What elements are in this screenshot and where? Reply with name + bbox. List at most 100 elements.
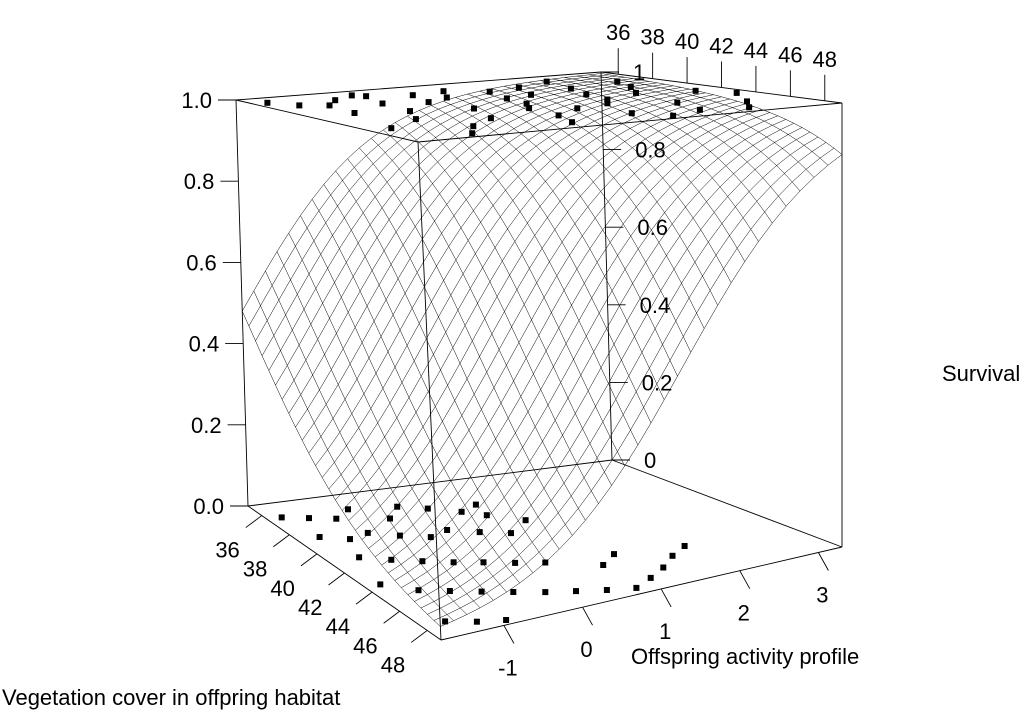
left-z-tick-label: 0.6 <box>186 250 217 275</box>
surface-mesh-line <box>394 119 786 581</box>
data-point-survival-0 <box>444 527 451 533</box>
data-point-survival-0 <box>333 515 340 522</box>
data-point-survival-1 <box>523 100 530 107</box>
plot-box-back-edges <box>235 71 843 507</box>
data-point-survival-1 <box>440 88 447 95</box>
data-point-survival-1 <box>515 84 522 91</box>
y-tick-label: 40 <box>270 576 294 601</box>
z-axis-label: Survival <box>942 361 1020 386</box>
data-point-survival-0 <box>633 584 640 591</box>
data-point-survival-0 <box>306 515 312 522</box>
data-point-survival-0 <box>424 505 431 512</box>
box-edge <box>417 141 442 641</box>
data-point-survival-0 <box>478 588 485 595</box>
surface-mesh-line <box>275 79 642 386</box>
data-point-survival-0 <box>427 534 434 541</box>
surface-mesh-line <box>288 82 658 414</box>
top-y-tick-label: 46 <box>778 42 802 67</box>
data-point-survival-0 <box>669 552 676 559</box>
surface-mesh-line <box>371 138 586 521</box>
surface-mesh-line <box>368 106 754 549</box>
data-point-survival-0 <box>419 558 426 565</box>
data-point-survival-1 <box>692 87 699 94</box>
surface-mesh-line <box>374 109 762 558</box>
data-point-survival-1 <box>296 102 303 109</box>
box-edge <box>440 546 843 641</box>
surface-mesh-line <box>401 123 795 588</box>
data-point-survival-1 <box>733 89 740 96</box>
data-point-survival-1 <box>326 102 333 109</box>
data-point-survival-0 <box>388 556 395 563</box>
top-y-tick-label: 48 <box>813 47 837 72</box>
y-tick-label: 42 <box>298 595 322 620</box>
data-point-survival-1 <box>567 85 574 92</box>
surface-mesh-line <box>311 199 520 584</box>
data-point-survival-0 <box>542 589 549 596</box>
x-tick-label: 3 <box>816 583 828 608</box>
surface-mesh-line <box>388 115 778 574</box>
plot-box-front-edges <box>247 102 843 641</box>
data-point-survival-0 <box>503 617 510 623</box>
data-point-survival-1 <box>670 112 677 119</box>
data-point-survival-0 <box>611 551 617 558</box>
y-axis-label: Vegetation cover in offpring habitat <box>2 685 340 710</box>
data-point-survival-0 <box>542 559 549 566</box>
data-point-survival-1 <box>604 96 611 103</box>
data-point-survival-0 <box>377 581 384 588</box>
x-tick-label: -1 <box>498 655 518 680</box>
surface-mesh-line <box>347 158 560 550</box>
data-point-survival-1 <box>351 110 358 116</box>
surface-mesh-line <box>407 127 803 595</box>
x-tick <box>582 606 593 626</box>
x-tick <box>660 588 672 608</box>
data-point-survival-1 <box>470 123 477 130</box>
right-z-tick-label: 0.4 <box>640 293 671 318</box>
data-point-survival-0 <box>415 587 422 594</box>
data-point-survival-1 <box>674 99 681 106</box>
surface-mesh-line <box>315 88 690 466</box>
data-point-survival-0 <box>522 517 529 524</box>
data-point-survival-1 <box>486 88 493 95</box>
data-point-survival-0 <box>510 589 517 595</box>
top-y-tick-label: 40 <box>675 29 699 54</box>
data-point-survival-0 <box>508 530 514 537</box>
surface-mesh-line <box>341 96 722 511</box>
surface-mesh-line <box>268 78 634 371</box>
data-point-survival-1 <box>574 105 581 112</box>
y-tick-label: 48 <box>381 652 405 677</box>
y-tick-label: 36 <box>215 538 239 563</box>
surface-mesh-line <box>322 90 698 478</box>
data-point-survival-1 <box>469 130 476 137</box>
data-point-survival-0 <box>394 503 401 510</box>
data-point-survival-0 <box>347 536 353 543</box>
top-y-tick-label: 42 <box>709 34 733 59</box>
data-point-survival-1 <box>528 91 534 98</box>
surface-mesh-line <box>328 92 706 490</box>
data-point-survival-1 <box>604 100 611 107</box>
data-point-survival-0 <box>472 501 479 508</box>
data-point-survival-0 <box>660 564 667 571</box>
surface-mesh-line <box>564 77 801 192</box>
surface-mesh-line <box>253 290 454 621</box>
data-point-survival-0 <box>476 529 483 536</box>
right-z-tick-label: 0.6 <box>637 215 668 240</box>
surface-mesh-line <box>443 100 665 400</box>
right-z-tick-label: 0.2 <box>642 370 673 395</box>
left-z-tick-label: 0.2 <box>191 413 222 438</box>
surface-mesh-line <box>479 90 705 329</box>
data-point-survival-0 <box>600 562 607 568</box>
y-tick-label: 44 <box>326 614 350 639</box>
surface-mesh-line <box>503 86 732 283</box>
y-tick <box>273 534 290 548</box>
data-point-survival-1 <box>425 99 432 106</box>
data-point-survival-0 <box>278 514 285 521</box>
x-tick-label: 1 <box>659 619 671 644</box>
top-data-points <box>264 78 753 137</box>
box-edge <box>611 459 843 548</box>
surface-mesh-line <box>381 112 770 566</box>
data-point-survival-1 <box>379 100 386 107</box>
surface-mesh-line <box>300 215 507 593</box>
surface-mesh-line <box>288 232 494 601</box>
surface-mesh-line <box>255 75 618 342</box>
